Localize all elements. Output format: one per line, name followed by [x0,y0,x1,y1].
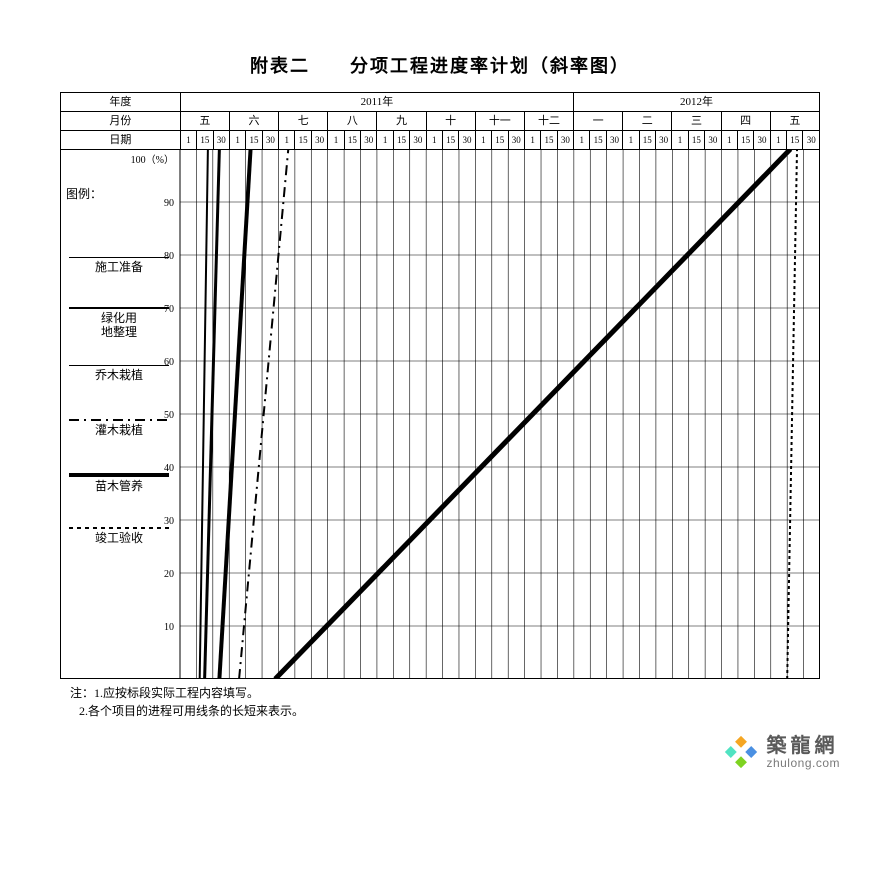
legend-entry: 苗木管养 [59,473,179,493]
legend-entry: 绿化用 地整理 [59,307,179,339]
header-cell-date: 15 [639,131,655,150]
header-cell-date: 30 [606,131,622,150]
header-cell-date: 30 [262,131,278,150]
legend-entry: 施工准备 [59,257,179,274]
watermark-sub: zhulong.com [766,757,840,770]
legend-entry: 竣工验收 [59,527,179,545]
header-cell-month-label: 月份 [61,112,181,131]
legend-title: 图例： [66,185,186,202]
header-cell-month: 八 [328,112,377,131]
header-cell-date: 1 [377,131,393,150]
header-cell-month: 五 [180,112,229,131]
header-cell-date: 30 [803,131,820,150]
legend-line-icon [69,419,169,421]
header-cell-month: 四 [721,112,770,131]
legend-line-icon [69,365,169,366]
header-cell-date: 15 [492,131,508,150]
chart-container: 图例： 施工准备绿化用 地整理乔木栽植灌木栽植苗木管养竣工验收 10203040… [60,149,820,679]
header-cell-date: 30 [705,131,721,150]
header-cell-date: 1 [721,131,737,150]
header-cell-month: 九 [377,112,426,131]
header-cell-date: 30 [557,131,573,150]
header-cell-month: 二 [623,112,672,131]
legend-label: 施工准备 [59,260,179,274]
header-cell-year: 2012年 [574,93,820,112]
legend-line-icon [69,307,169,309]
note-2: 2.各个项目的进程可用线条的长短来表示。 [79,704,304,718]
notes-prefix: 注： [70,686,94,700]
header-cell-date: 15 [246,131,262,150]
note-1: 1.应按标段实际工程内容填写。 [94,686,259,700]
header-cell-month: 五 [770,112,819,131]
header-cell-date: 1 [328,131,344,150]
header-cell-month: 一 [574,112,623,131]
header-cell-month: 六 [229,112,278,131]
legend-entry: 乔木栽植 [59,365,179,382]
watermark: 築龍網 zhulong.com [724,735,840,770]
header-cell-date: 15 [344,131,360,150]
header-cell-month: 七 [279,112,328,131]
footnotes: 注：1.应按标段实际工程内容填写。 2.各个项目的进程可用线条的长短来表示。 [70,684,304,720]
header-cell-date: 30 [361,131,377,150]
header-cell-date: 1 [426,131,442,150]
header-cell-year: 2011年 [180,93,573,112]
legend-entry: 灌木栽植 [59,419,179,437]
legend-label: 苗木管养 [59,479,179,493]
header-cell-date: 30 [508,131,524,150]
header-cell-date: 1 [475,131,491,150]
header-cell-date: 15 [442,131,458,150]
header-cell-month: 三 [672,112,721,131]
header-table: 年度2011年2012年月份五六七八九十十一十二一二三四五日期115301153… [60,92,820,150]
header-cell-date: 30 [459,131,475,150]
header-cell-month: 十 [426,112,475,131]
legend-label: 绿化用 地整理 [59,311,179,339]
page-title: 附表二 分项工程进度率计划（斜率图） [0,52,880,78]
legend-column: 图例： 施工准备绿化用 地整理乔木栽植灌木栽植苗木管养竣工验收 [60,149,180,679]
header-cell-date: 1 [770,131,786,150]
header-cell-date: 30 [754,131,770,150]
header-cell-date-label: 日期 [61,131,181,150]
header-cell-date: 15 [197,131,213,150]
header-cell-date: 1 [279,131,295,150]
header-cell-month: 十一 [475,112,524,131]
header-cell-date: 1 [180,131,196,150]
header-cell-date: 15 [688,131,704,150]
header-cell-date: 30 [655,131,671,150]
legend-line-icon [69,257,169,258]
legend-label: 乔木栽植 [59,368,179,382]
header-cell-date: 15 [787,131,803,150]
legend-line-icon [69,527,169,529]
header-cell-date: 1 [229,131,245,150]
header-cell-date: 15 [393,131,409,150]
header-cell-date: 30 [213,131,229,150]
header-cell-month: 十二 [524,112,573,131]
legend-label: 灌木栽植 [59,423,179,437]
header-cell-date: 1 [672,131,688,150]
header-cell-date: 30 [410,131,426,150]
header-cell-date: 15 [590,131,606,150]
legend-label: 竣工验收 [59,531,179,545]
header-cell-date: 1 [574,131,590,150]
header-cell-date: 1 [524,131,540,150]
header-cell-date: 30 [311,131,327,150]
header-cell-date: 15 [295,131,311,150]
header-cell-date: 15 [541,131,557,150]
watermark-logo-icon [724,735,758,769]
header-cell-date: 15 [737,131,753,150]
header-cell-date: 1 [623,131,639,150]
watermark-main: 築龍網 [766,735,840,757]
header-cell-year-label: 年度 [61,93,181,112]
legend-line-icon [69,473,169,477]
